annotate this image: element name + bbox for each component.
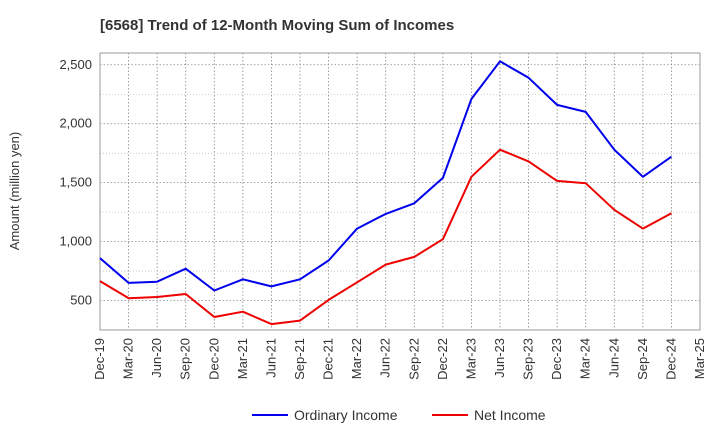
y-tick-label-1: 1,000	[59, 234, 92, 249]
x-tick-label-13: Mar-23	[463, 338, 478, 379]
x-tick-label-0: Dec-19	[92, 338, 107, 380]
x-tick-label-6: Jun-21	[263, 338, 278, 378]
x-tick-label-4: Dec-20	[206, 338, 221, 380]
y-axis-label: Amount (million yen)	[7, 132, 22, 251]
series-layer	[99, 60, 672, 326]
y-tick-label-2: 1,500	[59, 175, 92, 190]
x-tick-label-18: Jun-24	[606, 338, 621, 378]
x-tick-label-17: Mar-24	[578, 338, 593, 379]
x-tick-label-10: Jun-22	[378, 338, 393, 378]
y-tick-label-3: 2,000	[59, 116, 92, 131]
x-tick-label-5: Mar-21	[235, 338, 250, 379]
legend: Ordinary Income Net Income	[252, 407, 546, 423]
x-tick-label-1: Mar-20	[121, 338, 136, 379]
x-tick-label-20: Dec-24	[663, 338, 678, 380]
legend-label-ordinary-income: Ordinary Income	[294, 407, 398, 423]
x-tick-label-16: Dec-23	[549, 338, 564, 380]
series-line-net-income	[99, 148, 672, 326]
x-tick-label-11: Sep-22	[406, 338, 421, 380]
x-tick-label-15: Sep-23	[521, 338, 536, 380]
y-axis-ticks: 500 1,000 1,500 2,000 2,500	[59, 57, 92, 308]
x-tick-label-2: Jun-20	[149, 338, 164, 378]
chart-title: [6568] Trend of 12-Month Moving Sum of I…	[100, 17, 454, 34]
x-tick-label-9: Mar-22	[349, 338, 364, 379]
x-tick-label-3: Sep-20	[178, 338, 193, 380]
x-tick-label-14: Jun-23	[492, 338, 507, 378]
plot-area-frame	[99, 52, 701, 331]
x-tick-label-19: Sep-24	[635, 338, 650, 380]
legend-label-net-income: Net Income	[474, 407, 546, 423]
y-tick-label-4: 2,500	[59, 57, 92, 72]
x-tick-label-7: Sep-21	[292, 338, 307, 380]
x-tick-label-8: Dec-21	[321, 338, 336, 380]
grid-layer	[99, 53, 701, 330]
x-tick-label-12: Dec-22	[435, 338, 450, 380]
series-line-ordinary-income	[99, 60, 672, 292]
x-tick-label-21: Mar-25	[692, 338, 707, 379]
y-tick-label-0: 500	[70, 293, 92, 308]
x-axis-ticks: Dec-19 Mar-20 Jun-20 Sep-20 Dec-20 Mar-21 Jun-…	[92, 338, 707, 380]
